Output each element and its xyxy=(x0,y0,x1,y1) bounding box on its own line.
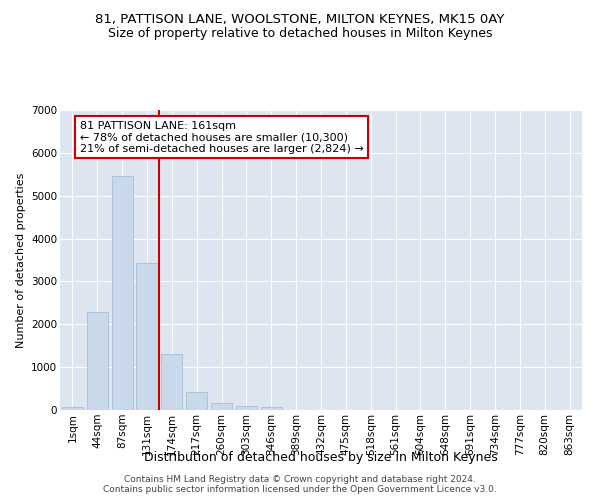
Bar xyxy=(112,176,133,410)
Bar xyxy=(186,392,207,410)
Bar xyxy=(136,263,158,410)
Bar xyxy=(236,406,257,410)
Bar xyxy=(161,354,182,410)
Bar xyxy=(87,312,108,410)
Text: 81 PATTISON LANE: 161sqm
← 78% of detached houses are smaller (10,300)
21% of se: 81 PATTISON LANE: 161sqm ← 78% of detach… xyxy=(80,120,364,154)
Bar xyxy=(261,408,282,410)
Bar xyxy=(62,407,83,410)
Text: Size of property relative to detached houses in Milton Keynes: Size of property relative to detached ho… xyxy=(108,28,492,40)
Text: Contains HM Land Registry data © Crown copyright and database right 2024.
Contai: Contains HM Land Registry data © Crown c… xyxy=(103,474,497,494)
Y-axis label: Number of detached properties: Number of detached properties xyxy=(16,172,26,348)
Bar xyxy=(211,403,232,410)
Text: Distribution of detached houses by size in Milton Keynes: Distribution of detached houses by size … xyxy=(144,451,498,464)
Text: 81, PATTISON LANE, WOOLSTONE, MILTON KEYNES, MK15 0AY: 81, PATTISON LANE, WOOLSTONE, MILTON KEY… xyxy=(95,12,505,26)
